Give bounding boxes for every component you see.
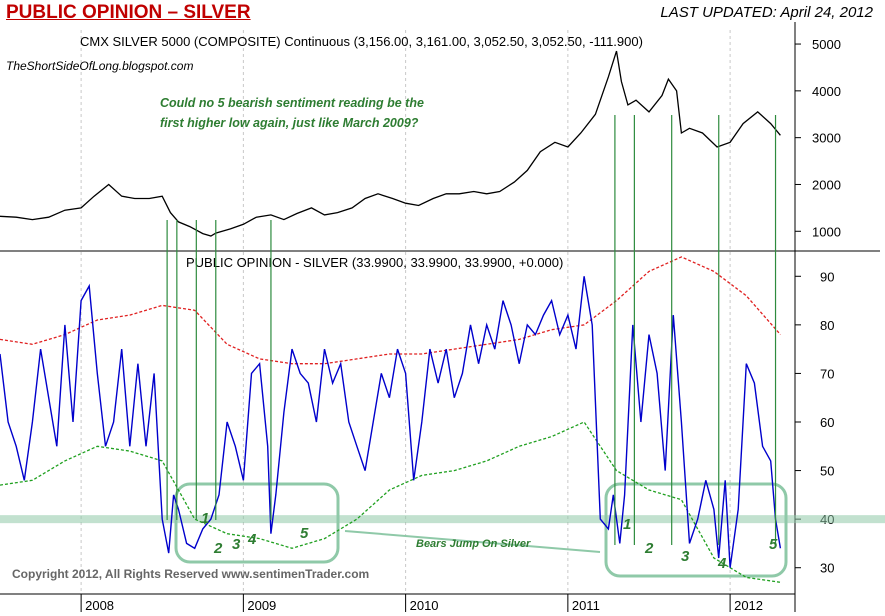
top-y-tick-label: 2000 [812, 177, 841, 192]
highlight-box-2009 [174, 482, 340, 564]
copyright-notice: Copyright 2012, All Rights Reserved www.… [12, 567, 370, 581]
top-y-tick-label: 4000 [812, 84, 841, 99]
marker-2012-4: 4 [718, 555, 727, 572]
highlight-band-40 [0, 515, 885, 524]
bottom-y-tick-label: 80 [820, 318, 834, 333]
x-tick-label-2008: 2008 [85, 598, 114, 613]
top-y-tick-label: 5000 [812, 37, 841, 52]
marker-2012-1: 1 [623, 516, 632, 533]
top-panel-title: CMX SILVER 5000 (COMPOSITE) Continuous (… [80, 34, 643, 49]
bottom-y-tick-label: 90 [820, 269, 834, 284]
x-tick-label-2010: 2010 [410, 598, 439, 613]
marker-2012-2: 2 [645, 540, 654, 557]
marker-2009-2: 2 [214, 540, 223, 557]
blog-credit: TheShortSideOfLong.blogspot.com [6, 59, 194, 73]
bottom-y-tick-label: 70 [820, 366, 834, 381]
x-tick-label-2011: 2011 [572, 598, 600, 613]
marker-2009-4: 4 [248, 531, 257, 548]
page-title: PUBLIC OPINION – SILVER [6, 2, 251, 23]
last-updated: LAST UPDATED: April 24, 2012 [660, 4, 873, 21]
bottom-y-tick-label: 30 [820, 561, 834, 576]
x-tick-label-2012: 2012 [734, 598, 763, 613]
x-tick-label-2009: 2009 [247, 598, 276, 613]
lower-band-line [0, 421, 781, 583]
marker-2012-5: 5 [769, 536, 778, 553]
callout-line [344, 530, 601, 553]
top-y-tick-label: 1000 [812, 224, 841, 239]
marker-2009-3: 3 [232, 536, 241, 553]
bottom-panel-title: PUBLIC OPINION - SILVER (33.9900, 33.990… [186, 255, 563, 270]
top-y-tick-label: 3000 [812, 131, 841, 146]
bottom-y-tick-label: 60 [820, 415, 834, 430]
silver-price-line [0, 50, 781, 237]
upper-band-line [0, 256, 781, 365]
bottom-y-tick-label: 50 [820, 464, 834, 479]
marker-2009-1: 1 [201, 510, 210, 527]
highlight-box-2012 [604, 482, 788, 578]
marker-2009-5: 5 [300, 525, 309, 542]
question-annotation: Could no 5 bearish sentiment reading be … [160, 96, 424, 130]
sentiment-line [0, 276, 782, 568]
bears-annotation: Bears Jump On Silver [416, 538, 531, 550]
marker-2012-3: 3 [681, 548, 690, 565]
